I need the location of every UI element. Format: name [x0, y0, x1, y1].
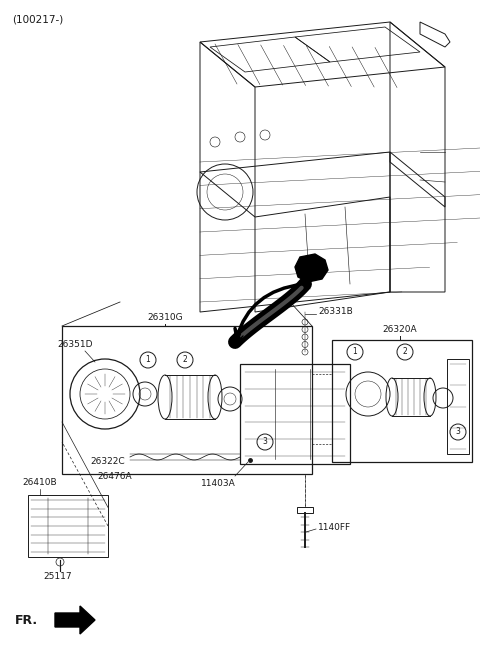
Text: 2: 2	[403, 348, 408, 357]
Text: 26310G: 26310G	[147, 313, 183, 322]
Text: 2: 2	[182, 355, 187, 365]
Bar	[447, 359, 469, 454]
Bar	[62, 326, 312, 474]
Text: 26351D: 26351D	[57, 340, 93, 349]
Text: 25117: 25117	[44, 572, 72, 581]
Text: 1140FF: 1140FF	[318, 522, 351, 532]
Text: 26331B: 26331B	[318, 308, 353, 316]
Polygon shape	[295, 254, 328, 282]
Text: FR.: FR.	[15, 614, 38, 626]
Text: 26322C: 26322C	[91, 457, 125, 467]
Bar	[297, 507, 313, 513]
Bar	[332, 340, 472, 462]
Bar	[28, 495, 108, 557]
Text: (100217-): (100217-)	[12, 14, 63, 24]
Text: 1: 1	[353, 348, 358, 357]
Polygon shape	[55, 606, 95, 634]
Text: 3: 3	[456, 428, 460, 436]
Text: 11403A: 11403A	[201, 479, 235, 488]
Text: 26410B: 26410B	[22, 478, 57, 487]
Text: 3: 3	[263, 438, 267, 446]
Bar	[240, 364, 350, 464]
Text: 1: 1	[145, 355, 150, 365]
Text: 26320A: 26320A	[383, 325, 417, 334]
Text: 26476A: 26476A	[98, 472, 132, 481]
